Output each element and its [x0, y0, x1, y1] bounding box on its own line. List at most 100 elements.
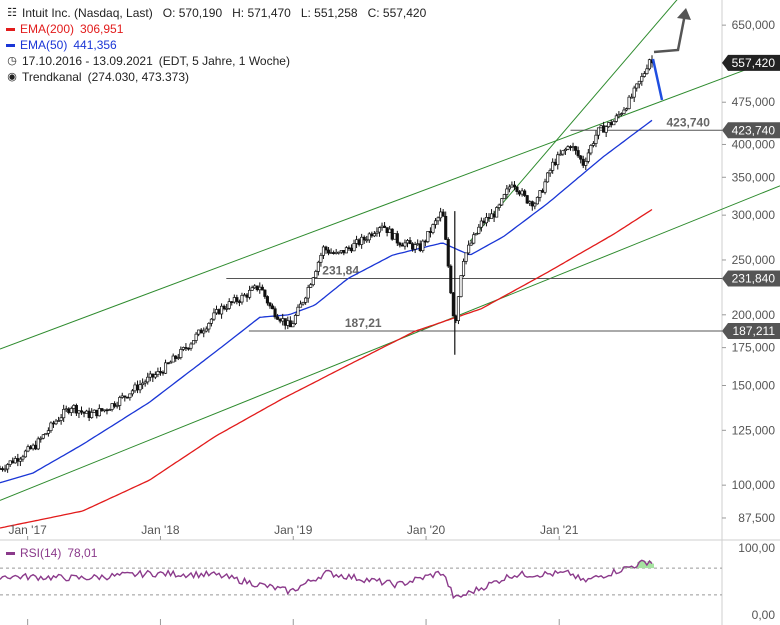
candle-body	[347, 247, 351, 250]
candle-body	[576, 150, 580, 157]
candle-body	[34, 444, 38, 450]
candle-body	[523, 190, 527, 196]
y-tick-label: 475,000	[732, 95, 776, 109]
candle-body	[31, 444, 35, 450]
y-tick-label: 400,000	[732, 137, 776, 151]
level-tag-text: 423,740	[732, 123, 776, 137]
candle-body	[220, 305, 224, 315]
candle-body	[130, 390, 134, 395]
candle-body	[74, 405, 78, 414]
ema200-swatch	[6, 27, 15, 31]
candle-body	[602, 125, 606, 133]
candle-body	[492, 213, 496, 218]
candle-body	[321, 246, 326, 256]
candle-body	[337, 251, 341, 254]
candle-body	[105, 409, 109, 412]
candle-body	[314, 271, 318, 279]
legend-ema200-row[interactable]: EMA(200) 306,951	[6, 21, 426, 37]
candle-body	[113, 403, 117, 407]
candle-body	[227, 301, 231, 309]
candle-body	[276, 316, 280, 320]
rsi-legend[interactable]: RSI(14) 78,01	[6, 546, 97, 560]
candle-body	[143, 381, 147, 384]
trend-channel-layer	[0, 0, 780, 501]
candle-body	[451, 292, 455, 317]
candle-body	[204, 328, 208, 332]
candle-body	[146, 376, 150, 383]
candle-body	[423, 240, 427, 243]
candle-body	[581, 158, 585, 166]
candle-body	[332, 252, 336, 254]
range-detail: (EDT, 5 Jahre, 1 Woche)	[158, 54, 290, 68]
candle-body	[197, 329, 201, 335]
candle-body	[326, 249, 331, 254]
candle-body	[217, 309, 221, 315]
support-levels-layer: 423,740 423,740 231,84 231,840 187,21 187,211	[226, 115, 780, 340]
candle-body	[156, 371, 160, 375]
y-tick-label: 100,000	[732, 478, 776, 492]
candle-body	[561, 150, 565, 155]
candle-body	[59, 417, 63, 421]
candle-body	[334, 251, 338, 254]
candle-body	[540, 190, 545, 193]
candle-body	[288, 320, 292, 328]
candle-body	[525, 195, 529, 204]
candle-body	[474, 233, 478, 236]
candle-body	[120, 395, 124, 398]
candle-body	[627, 96, 631, 109]
y-tick-label: 350,000	[732, 170, 776, 184]
y-tick-label: 200,000	[732, 308, 776, 322]
candle-body	[128, 393, 132, 399]
candle-body	[632, 87, 636, 98]
level-tag-text: 231,840	[732, 272, 776, 286]
ema50-swatch	[6, 43, 15, 47]
candle-body	[441, 211, 445, 217]
candle-body	[461, 261, 466, 276]
candle-body	[72, 405, 76, 409]
candle-body	[510, 184, 514, 188]
projection-down-line	[651, 58, 664, 101]
rsi-label: RSI(14)	[20, 546, 62, 560]
candle-body	[3, 468, 7, 471]
ema50-value: 441,356	[73, 38, 117, 52]
candle-body	[635, 83, 639, 89]
candle-body	[370, 233, 374, 237]
candle-body	[553, 161, 557, 166]
x-tick-label: Jan '19	[274, 523, 313, 537]
candle-body	[62, 408, 66, 419]
candle-body	[235, 297, 239, 302]
candle-body	[418, 243, 422, 252]
candle-body	[232, 297, 236, 303]
candle-body	[372, 233, 376, 237]
candle-body	[51, 422, 56, 425]
candlesticks-layer	[0, 55, 654, 473]
candle-body	[46, 430, 50, 434]
candle-body	[174, 355, 178, 359]
y-tick-label: 150,000	[732, 379, 776, 393]
candle-body	[192, 340, 196, 345]
x-tick-label: Jan '18	[141, 523, 180, 537]
x-tick-label: Jan '21	[540, 523, 579, 537]
candle-body	[311, 277, 315, 286]
legend-ema50-row[interactable]: EMA(50) 441,356	[6, 37, 426, 53]
candle-body	[614, 115, 618, 122]
legend-range-row[interactable]: ◷ 17.10.2016 - 13.09.2021 (EDT, 5 Jahre,…	[6, 53, 426, 69]
candle-body	[13, 458, 17, 464]
candle-body	[487, 217, 491, 219]
candle-body	[637, 80, 641, 85]
candle-body	[141, 382, 145, 386]
x-tick-label: Jan '17	[8, 523, 47, 537]
candle-body	[377, 227, 382, 233]
projection-up-arrow	[653, 13, 687, 54]
ema50-line	[0, 119, 653, 484]
candle-body	[405, 240, 410, 244]
candle-body	[594, 134, 598, 144]
legend-trend-row[interactable]: ◉ Trendkanal (274.030, 473.373)	[6, 69, 426, 85]
candle-body	[479, 220, 483, 228]
candle-body	[449, 265, 453, 294]
candle-body	[416, 243, 420, 246]
candle-body	[309, 284, 313, 288]
candle-body	[102, 409, 106, 412]
